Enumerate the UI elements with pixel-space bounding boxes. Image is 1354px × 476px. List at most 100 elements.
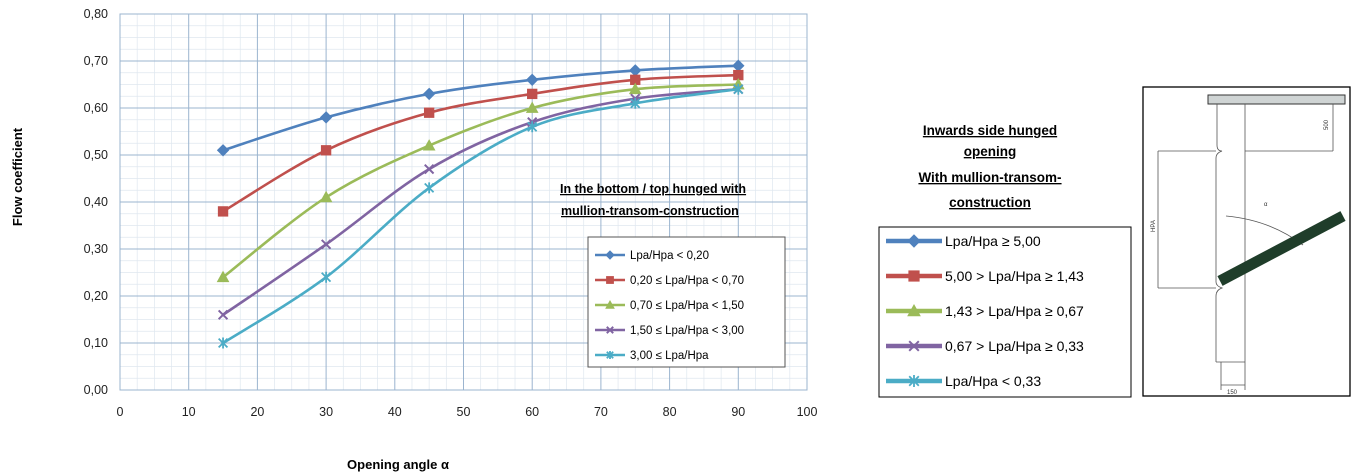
point-marker-triangle [525,101,539,113]
y-tick-label: 0,70 [84,54,108,68]
x-tick-label: 30 [319,405,333,419]
series-5 [218,83,744,349]
point-marker-square [908,270,920,282]
point-marker-square [320,145,332,156]
side-title-line-2: opening [964,144,1017,159]
point-marker-x [424,163,435,175]
side-legend-label: Lpa/Hpa < 0,33 [945,373,1041,389]
series-line [222,64,739,152]
point-marker-x [320,239,332,250]
legend-label: 0,20 ≤ Lpa/Hpa < 0,70 [630,275,744,287]
point-marker-diamond [907,234,921,248]
side-legend-items: Lpa/Hpa ≥ 5,00 5,00 > Lpa/Hpa ≥ 1,43 1,43 … [886,233,1084,389]
series-layer [216,59,745,349]
dim-side-label: HPA [1151,220,1157,232]
series-line [222,87,739,345]
x-tick-label: 0 [117,405,124,419]
x-tick-label: 100 [797,405,818,419]
side-legend-item: 5,00 > Lpa/Hpa ≥ 1,43 [886,268,1084,284]
side-legend-label: 1,43 > Lpa/Hpa ≥ 0,67 [945,303,1084,319]
point-marker-star [218,337,229,349]
point-marker-triangle [319,190,333,203]
side-title-line-4: construction [949,195,1031,210]
point-marker-star [606,351,614,359]
side-legend-label: Lpa/Hpa ≥ 5,00 [945,233,1041,249]
point-marker-star [424,182,435,194]
x-tick-labels: 0 10 20 30 40 50 60 70 80 90 100 [117,405,818,419]
y-tick-labels: 0,00 0,10 0,20 0,30 0,40 0,50 0,60 0,70 0,80 [84,7,108,397]
series-3 [216,77,745,283]
y-tick-label: 0,30 [84,242,108,256]
point-marker-triangle [628,82,642,95]
x-axis-title: Opening angle α [347,457,449,472]
point-marker-diamond [216,144,230,157]
legend-item: 0,70 ≤ Lpa/Hpa < 1,50 [595,299,744,312]
point-marker-square [527,88,538,100]
y-tick-label: 0,00 [84,383,108,397]
plot-border [119,13,808,391]
side-legend-item: Lpa/Hpa ≥ 5,00 [886,233,1041,249]
point-marker-square [606,276,614,284]
dim-angle-label: α [1264,202,1268,208]
y-tick-label: 0,60 [84,101,108,115]
point-marker-triangle [422,139,436,151]
legend-label: Lpa/Hpa < 0,20 [630,250,709,262]
dim-top-label: 500 [1324,119,1330,130]
point-marker-square [423,107,435,118]
legend-item: 0,20 ≤ Lpa/Hpa < 0,70 [595,275,744,287]
transom-bar [1207,94,1346,105]
chart-legend-box [587,236,786,368]
point-marker-star [527,121,538,133]
series-line [222,83,739,279]
drawing-frame [1142,86,1351,397]
y-tick-label: 0,20 [84,289,108,303]
y-tick-label: 0,50 [84,148,108,162]
side-title-line-3: With mullion-transom- [918,170,1061,185]
point-marker-x [908,340,920,352]
side-legend-item: 0,67 > Lpa/Hpa ≥ 0,33 [886,338,1084,354]
point-marker-triangle [907,303,921,317]
mullion-profile [1157,104,1334,390]
chart-legend: Lpa/Hpa < 0,20 0,20 ≤ Lpa/Hpa < 0,70 0,70 … [587,236,786,368]
side-title-line-1: Inwards side hunged [923,123,1057,138]
open-sash [1217,211,1346,286]
x-tick-label: 90 [731,405,745,419]
point-marker-star [908,375,920,387]
dim-bottom-label: 150 [1227,390,1238,396]
point-marker-star [733,83,744,95]
side-legend-label: 5,00 > Lpa/Hpa ≥ 1,43 [945,268,1084,284]
y-axis-title: Flow coefficient [10,127,25,226]
legend-label: 0,70 ≤ Lpa/Hpa < 1,50 [630,300,744,312]
x-tick-label: 10 [182,405,196,419]
legend-label: 1,50 ≤ Lpa/Hpa < 3,00 [630,325,744,337]
x-tick-label: 20 [250,405,264,419]
point-marker-diamond [422,87,436,101]
window-section-drawing: 500 HPA α 150 [1142,86,1351,397]
legend-item: Lpa/Hpa < 0,20 [595,250,709,262]
point-marker-star [630,97,641,109]
chart-annotation-line-2: mullion-transom-construction [561,204,739,218]
x-tick-label: 50 [457,405,471,419]
side-legend-label: 0,67 > Lpa/Hpa ≥ 0,33 [945,338,1084,354]
point-marker-diamond [525,73,539,87]
x-tick-label: 40 [388,405,402,419]
point-marker-x [217,309,229,320]
x-tick-label: 60 [525,405,539,419]
side-legend-item: Lpa/Hpa < 0,33 [886,373,1041,389]
point-marker-diamond [605,250,615,260]
legend-item: 3,00 ≤ Lpa/Hpa [595,350,709,362]
point-marker-triangle [605,299,615,309]
x-tick-label: 80 [663,405,677,419]
series-line [222,87,739,316]
point-marker-x [606,326,614,334]
point-marker-diamond [319,111,333,124]
legend-label: 3,00 ≤ Lpa/Hpa [630,350,709,362]
chart-annotation-line-1: In the bottom / top hunged with [560,182,746,196]
point-marker-star [321,271,332,283]
series-line [222,73,739,213]
side-panel: Inwards side hunged opening With mullion… [878,123,1132,398]
side-legend-item: 1,43 > Lpa/Hpa ≥ 0,67 [886,303,1084,319]
y-tick-label: 0,80 [84,7,108,21]
legend-item: 1,50 ≤ Lpa/Hpa < 3,00 [595,325,744,337]
